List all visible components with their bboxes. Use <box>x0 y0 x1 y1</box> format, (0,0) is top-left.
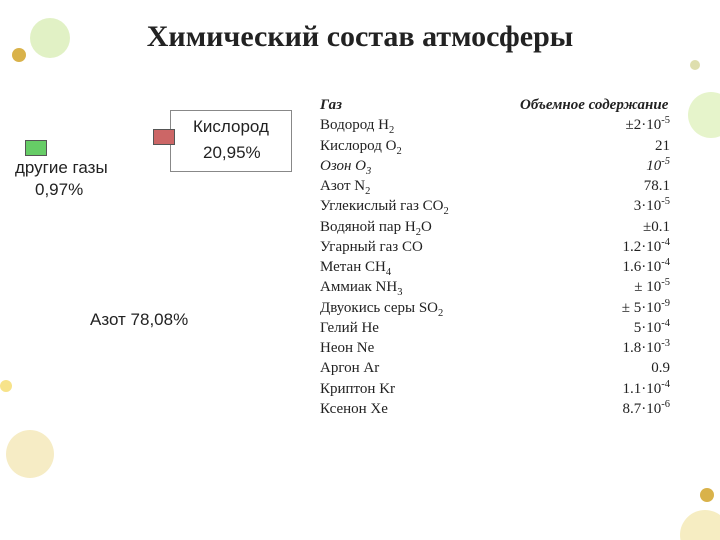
gas-cell: Неон Ne <box>320 338 520 358</box>
bg-dot <box>700 488 714 502</box>
gas-cell: Водород H2 <box>320 115 520 135</box>
table-row: Азот N278.1 <box>320 176 700 196</box>
gas-cell: Ксенон Xe <box>320 399 520 419</box>
bg-dot <box>6 430 54 478</box>
table-row: Неон Ne1.8·10-3 <box>320 338 700 358</box>
bg-dot <box>0 380 12 392</box>
gas-cell: Метан CH4 <box>320 257 520 277</box>
table-row: Углекислый газ CO23·10-5 <box>320 196 700 216</box>
oxygen-label: Кислород <box>193 117 269 137</box>
oxygen-pct: 20,95% <box>203 143 261 163</box>
value-cell: 1.2·10-4 <box>520 237 700 257</box>
table-row: Аммиак NH3± 10-5 <box>320 277 700 297</box>
oxygen-box: Кислород 20,95% <box>170 110 292 172</box>
page-title: Химический состав атмосферы <box>0 20 720 54</box>
value-cell: 5·10-4 <box>520 318 700 338</box>
value-cell: ± 10-5 <box>520 277 700 297</box>
col-head-gas: Газ <box>320 95 520 115</box>
table-row: Кислород O221 <box>320 136 700 156</box>
table-row: Водород H2±2·10-5 <box>320 115 700 135</box>
gas-cell: Аргон Ar <box>320 358 520 378</box>
value-cell: 10-5 <box>520 156 700 176</box>
table-row: Двуокись серы SO2 ± 5·10-9 <box>320 298 700 318</box>
gas-table: Газ Объемное содержание Водород H2±2·10-… <box>320 95 700 419</box>
gas-cell: Водяной пар H2O <box>320 217 520 237</box>
value-cell: ± 5·10-9 <box>520 298 700 318</box>
value-cell: 1.1·10-4 <box>520 379 700 399</box>
gas-cell: Озон O3 <box>320 156 520 176</box>
col-head-val: Объемное содержание <box>520 95 700 115</box>
nitrogen-label: Азот 78,08% <box>90 310 188 330</box>
value-cell: 1.8·10-3 <box>520 338 700 358</box>
value-cell: 78.1 <box>520 176 700 196</box>
gas-cell: Аммиак NH3 <box>320 277 520 297</box>
table-row: Аргон Ar0.9 <box>320 358 700 378</box>
table-row: Ксенон Xe8.7·10-6 <box>320 399 700 419</box>
other-swatch <box>25 140 47 156</box>
table-row: Криптон Kr1.1·10-4 <box>320 379 700 399</box>
value-cell: 8.7·10-6 <box>520 399 700 419</box>
bg-dot <box>12 48 26 62</box>
table-row: Угарный газ CO1.2·10-4 <box>320 237 700 257</box>
other-pct: 0,97% <box>35 180 83 200</box>
gas-cell: Кислород O2 <box>320 136 520 156</box>
bg-dot <box>690 60 700 70</box>
value-cell: ±0.1 <box>520 217 700 237</box>
value-cell: ±2·10-5 <box>520 115 700 135</box>
value-cell: 3·10-5 <box>520 196 700 216</box>
table-row: Метан CH41.6·10-4 <box>320 257 700 277</box>
table-row: Озон O310-5 <box>320 156 700 176</box>
table-head: Газ Объемное содержание <box>320 95 700 115</box>
oxygen-swatch <box>153 129 175 145</box>
value-cell: 0.9 <box>520 358 700 378</box>
gas-cell: Азот N2 <box>320 176 520 196</box>
bg-dot <box>30 18 70 58</box>
value-cell: 21 <box>520 136 700 156</box>
value-cell: 1.6·10-4 <box>520 257 700 277</box>
gas-cell: Угарный газ CO <box>320 237 520 257</box>
gas-cell: Углекислый газ CO2 <box>320 196 520 216</box>
table-row: Гелий He5·10-4 <box>320 318 700 338</box>
gas-cell: Гелий He <box>320 318 520 338</box>
other-label: другие газы <box>15 158 108 178</box>
composition-chart: другие газы 0,97% Кислород 20,95% Азот 7… <box>15 100 295 410</box>
bg-dot <box>680 510 720 540</box>
table-row: Водяной пар H2O±0.1 <box>320 217 700 237</box>
gas-cell: Криптон Kr <box>320 379 520 399</box>
gas-cell: Двуокись серы SO2 <box>320 298 520 318</box>
